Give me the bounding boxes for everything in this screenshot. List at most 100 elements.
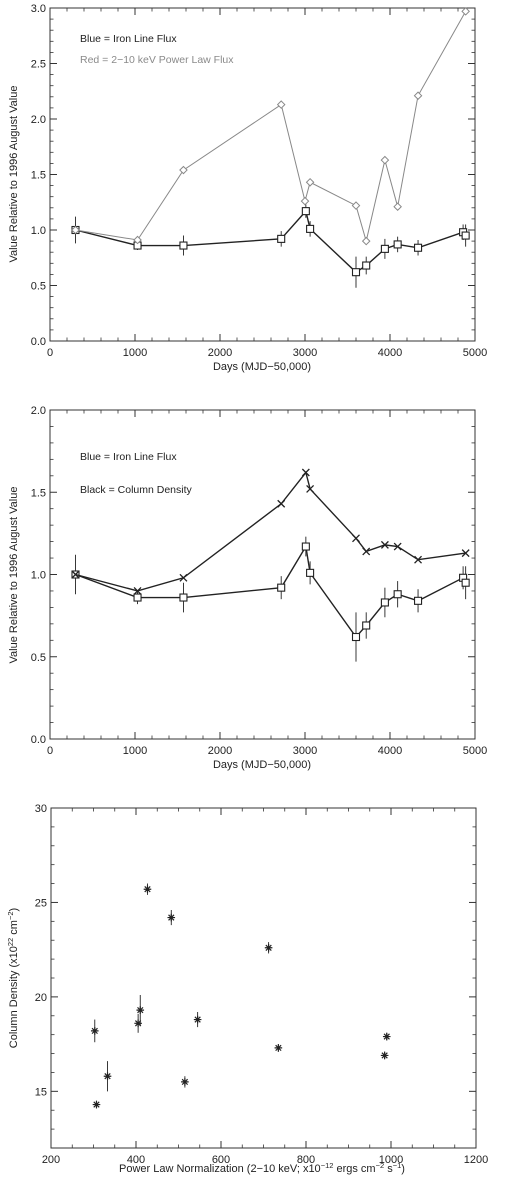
p1-x-tick-label: 1000 xyxy=(123,347,147,359)
p2-s1-point-cross xyxy=(306,485,315,493)
p2-s1-line xyxy=(75,470,466,592)
panel-2-legend-column: Black = Column Density xyxy=(80,484,193,496)
p2-s1-point-cross xyxy=(133,586,142,595)
p2-y-tick-label: 1.0 xyxy=(31,570,46,582)
p1-s1-point-diamond xyxy=(351,201,361,210)
panel-1-y-axis-label: Value Relative to 1996 August Value xyxy=(8,86,20,263)
panel-2-ticks: 0 1000 2000 3000 4000 5000 0.0 0.5 1.0 1.5 2.0 xyxy=(31,405,488,757)
p2-s1-point-cross xyxy=(179,573,188,582)
p1-y-tick-label: 2.5 xyxy=(31,59,46,71)
panel-1-x-axis-label: Days (MJD−50,000) xyxy=(213,361,311,373)
p3-s0-point-asterisk xyxy=(264,943,273,952)
p2-s1-point-cross xyxy=(352,534,360,543)
panel-2-marks xyxy=(71,468,470,662)
panel-3-y-axis-label: Column Density (x1022 cm−2) xyxy=(6,908,20,1048)
p1-s0-point-square xyxy=(393,240,402,249)
p3-s0-point-asterisk xyxy=(382,1032,391,1041)
p3-s0-point-asterisk xyxy=(193,1015,202,1024)
panel-1-marks xyxy=(71,7,470,288)
p2-s0-point-square xyxy=(306,568,315,577)
p1-s0-point-square xyxy=(306,224,315,233)
panel-3-column-density-vs-power-law: 200 400 600 800 1000 1200 15 20 25 30 Power Law N… xyxy=(6,803,488,1175)
p1-s0-point-square xyxy=(413,243,423,252)
p3-x-tick-label: 400 xyxy=(127,1154,145,1166)
p3-s0-point-asterisk xyxy=(92,1100,101,1109)
p3-s0-point-asterisk xyxy=(103,1072,112,1081)
p2-s1-point-cross xyxy=(414,555,423,564)
p3-s0-point-asterisk xyxy=(181,1078,189,1086)
p1-s1-point-diamond xyxy=(276,100,286,109)
p3-x-tick-label: 600 xyxy=(212,1154,230,1166)
p3-s0-point-asterisk xyxy=(167,913,176,922)
p2-s0-point-square xyxy=(351,632,361,642)
p1-s1-point-diamond xyxy=(361,236,371,246)
panel-3-plot-frame xyxy=(50,807,477,1149)
p3-s0-point-asterisk xyxy=(380,1051,389,1060)
p2-s1-point-cross xyxy=(393,542,402,551)
p1-s1-point-diamond xyxy=(380,155,390,165)
p1-s0-point-square xyxy=(277,234,286,243)
p1-s1-point-diamond xyxy=(461,7,470,16)
p3-x-tick-label: 1000 xyxy=(379,1154,403,1166)
p1-s0-point-square xyxy=(351,268,361,277)
panel-2-column-density-vs-days: 0 1000 2000 3000 4000 5000 0.0 0.5 1.0 1.5 2.0 Blu… xyxy=(8,405,487,771)
p1-s0-point-square xyxy=(362,261,371,270)
p2-s1-point-cross xyxy=(301,468,310,477)
p2-s0-point-square xyxy=(461,578,470,587)
p2-s0-point-square xyxy=(380,598,389,607)
p3-x-tick-label: 800 xyxy=(297,1154,315,1166)
p1-s1-line xyxy=(75,11,467,244)
p1-s0-point-square xyxy=(461,231,470,240)
p1-x-tick-label: 4000 xyxy=(378,347,402,359)
p1-x-tick-label: 3000 xyxy=(293,347,317,359)
p2-x-tick-label: 4000 xyxy=(378,745,402,757)
p2-s0-line xyxy=(75,544,467,639)
panel-3-ticks: 200 400 600 800 1000 1200 15 20 25 30 xyxy=(35,803,488,1166)
p2-y-tick-label: 0.0 xyxy=(31,734,46,746)
p1-s0-point-square xyxy=(179,241,188,250)
p2-x-tick-label: 1000 xyxy=(123,745,147,757)
panel-1-flux-vs-days: 0 1000 2000 3000 4000 5000 0.0 0.5 1.0 1.5 2.0 2.5 3… xyxy=(8,3,487,373)
p3-s0-point-asterisk xyxy=(136,1006,145,1014)
p2-x-tick-label: 2000 xyxy=(208,745,232,757)
panel-1-ticks: 0 1000 2000 3000 4000 5000 0.0 0.5 1.0 1.5 2.0 2.5 3… xyxy=(31,3,488,359)
p1-x-tick-label: 0 xyxy=(47,347,53,359)
p2-y-tick-label: 2.0 xyxy=(31,405,46,417)
p2-x-tick-label: 3000 xyxy=(293,745,317,757)
panel-1-legend-iron: Blue = Iron Line Flux xyxy=(80,33,177,45)
p2-y-tick-label: 0.5 xyxy=(31,652,46,664)
p1-y-tick-label: 0.5 xyxy=(31,281,46,293)
panel-3-marks xyxy=(90,883,391,1109)
p1-s0-point-square xyxy=(301,207,310,216)
p3-y-tick-label: 15 xyxy=(35,1086,47,1098)
p3-s0-point-asterisk xyxy=(134,1019,142,1028)
p2-y-tick-label: 1.5 xyxy=(31,487,46,499)
p2-s0-point-square xyxy=(301,542,310,551)
panel-3-x-axis-label: Power Law Normalization (2−10 keV; x10−1… xyxy=(119,1161,405,1175)
panel-2-y-axis-label: Value Relative to 1996 August Value xyxy=(8,487,20,664)
p1-y-tick-label: 1.5 xyxy=(31,170,46,182)
p2-s0-point-square xyxy=(393,590,402,599)
p2-s1-point-cross xyxy=(71,570,80,579)
p1-x-tick-label: 5000 xyxy=(463,347,487,359)
p1-s1-point-diamond xyxy=(71,225,80,235)
p1-s1-point-diamond xyxy=(133,235,142,245)
p2-s1-point-cross xyxy=(461,549,470,558)
p1-s0-point-square xyxy=(380,244,389,253)
p2-s0-point-square xyxy=(362,621,371,630)
p1-x-tick-label: 2000 xyxy=(208,347,232,359)
p2-s0-point-square xyxy=(133,593,142,602)
p1-s1-point-diamond xyxy=(413,91,423,100)
p3-y-tick-label: 25 xyxy=(35,897,47,909)
p2-s1-point-cross xyxy=(362,547,371,556)
p2-s0-point-square xyxy=(413,596,423,605)
p2-x-tick-label: 0 xyxy=(47,745,53,757)
p1-s1-point-diamond xyxy=(305,177,315,187)
p2-s1-point-cross xyxy=(380,540,389,549)
p2-x-tick-label: 5000 xyxy=(463,745,487,757)
p2-s0-point-square xyxy=(277,583,286,592)
p1-y-tick-label: 1.0 xyxy=(31,225,46,237)
p1-y-tick-label: 0.0 xyxy=(31,336,46,348)
p3-s0-point-asterisk xyxy=(143,885,152,894)
p1-y-tick-label: 3.0 xyxy=(31,3,46,15)
